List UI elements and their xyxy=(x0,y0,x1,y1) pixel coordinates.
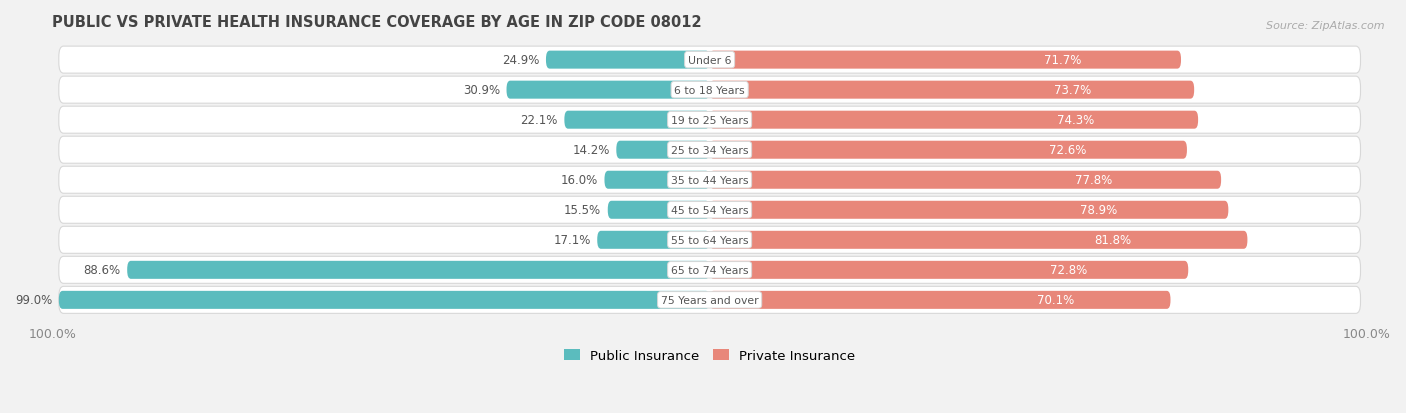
Text: 35 to 44 Years: 35 to 44 Years xyxy=(671,176,748,185)
Text: 15.5%: 15.5% xyxy=(564,204,602,217)
FancyBboxPatch shape xyxy=(607,201,710,219)
FancyBboxPatch shape xyxy=(127,261,710,279)
Text: 70.1%: 70.1% xyxy=(1036,294,1074,306)
Text: 25 to 34 Years: 25 to 34 Years xyxy=(671,145,748,155)
FancyBboxPatch shape xyxy=(59,77,1361,104)
FancyBboxPatch shape xyxy=(59,167,1361,194)
FancyBboxPatch shape xyxy=(59,197,1361,224)
FancyBboxPatch shape xyxy=(710,52,1181,69)
FancyBboxPatch shape xyxy=(616,141,710,159)
Text: 6 to 18 Years: 6 to 18 Years xyxy=(675,85,745,95)
Text: 45 to 54 Years: 45 to 54 Years xyxy=(671,205,748,215)
Text: 99.0%: 99.0% xyxy=(15,294,52,306)
FancyBboxPatch shape xyxy=(59,47,1361,74)
FancyBboxPatch shape xyxy=(605,171,710,189)
FancyBboxPatch shape xyxy=(546,52,710,69)
FancyBboxPatch shape xyxy=(59,227,1361,254)
FancyBboxPatch shape xyxy=(564,112,710,129)
FancyBboxPatch shape xyxy=(59,137,1361,164)
Text: 65 to 74 Years: 65 to 74 Years xyxy=(671,265,748,275)
FancyBboxPatch shape xyxy=(710,291,1171,309)
Text: 74.3%: 74.3% xyxy=(1057,114,1095,127)
FancyBboxPatch shape xyxy=(59,107,1361,134)
Text: 81.8%: 81.8% xyxy=(1094,234,1132,247)
FancyBboxPatch shape xyxy=(59,291,710,309)
Text: 17.1%: 17.1% xyxy=(554,234,591,247)
FancyBboxPatch shape xyxy=(59,257,1361,284)
FancyBboxPatch shape xyxy=(710,171,1222,189)
FancyBboxPatch shape xyxy=(710,81,1194,100)
Text: 24.9%: 24.9% xyxy=(502,54,540,67)
Text: 30.9%: 30.9% xyxy=(463,84,501,97)
Text: Under 6: Under 6 xyxy=(688,55,731,66)
Text: 88.6%: 88.6% xyxy=(83,263,121,277)
FancyBboxPatch shape xyxy=(710,261,1188,279)
Text: 78.9%: 78.9% xyxy=(1080,204,1118,217)
Text: 19 to 25 Years: 19 to 25 Years xyxy=(671,115,748,126)
Text: 72.8%: 72.8% xyxy=(1050,263,1087,277)
Text: PUBLIC VS PRIVATE HEALTH INSURANCE COVERAGE BY AGE IN ZIP CODE 08012: PUBLIC VS PRIVATE HEALTH INSURANCE COVER… xyxy=(52,15,702,30)
FancyBboxPatch shape xyxy=(598,231,710,249)
Text: 72.6%: 72.6% xyxy=(1049,144,1087,157)
Text: Source: ZipAtlas.com: Source: ZipAtlas.com xyxy=(1267,21,1385,31)
Text: 16.0%: 16.0% xyxy=(561,174,598,187)
FancyBboxPatch shape xyxy=(710,201,1229,219)
Legend: Public Insurance, Private Insurance: Public Insurance, Private Insurance xyxy=(558,344,860,367)
FancyBboxPatch shape xyxy=(710,141,1187,159)
Text: 14.2%: 14.2% xyxy=(572,144,610,157)
FancyBboxPatch shape xyxy=(710,112,1198,129)
Text: 71.7%: 71.7% xyxy=(1045,54,1081,67)
Text: 75 Years and over: 75 Years and over xyxy=(661,295,758,305)
Text: 55 to 64 Years: 55 to 64 Years xyxy=(671,235,748,245)
FancyBboxPatch shape xyxy=(506,81,710,100)
Text: 73.7%: 73.7% xyxy=(1054,84,1091,97)
Text: 77.8%: 77.8% xyxy=(1074,174,1112,187)
FancyBboxPatch shape xyxy=(59,287,1361,313)
FancyBboxPatch shape xyxy=(710,231,1247,249)
Text: 22.1%: 22.1% xyxy=(520,114,558,127)
